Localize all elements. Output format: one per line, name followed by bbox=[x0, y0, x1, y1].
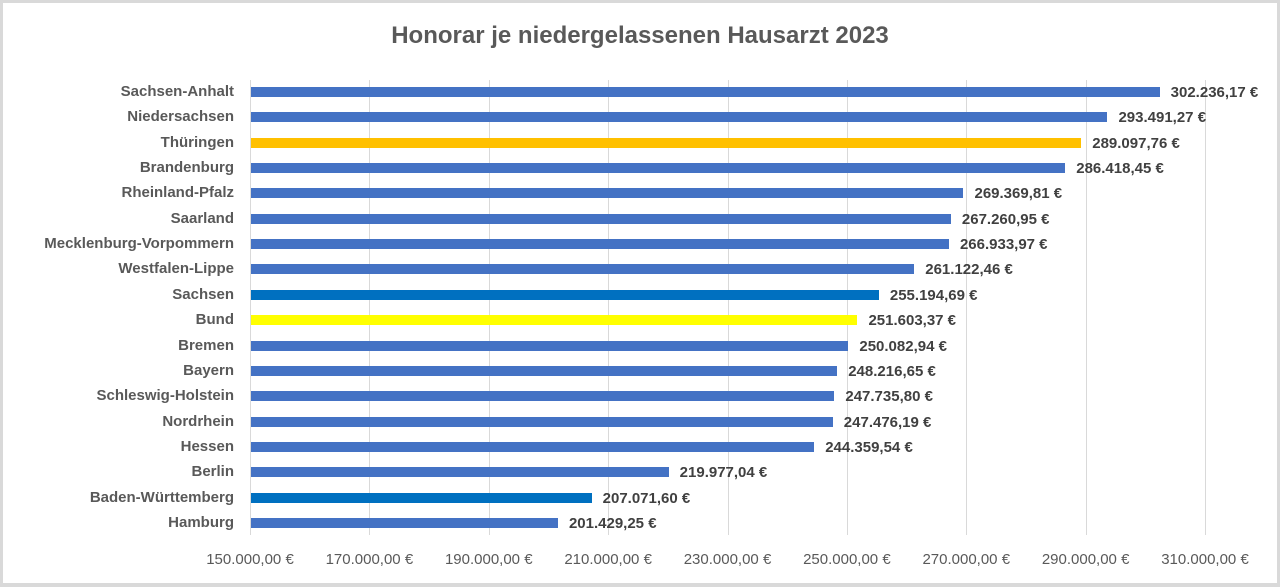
category-label: Saarland bbox=[170, 209, 234, 227]
gridline bbox=[727, 80, 729, 535]
bar bbox=[251, 441, 815, 452]
x-tick-label: 270.000,00 € bbox=[922, 551, 1011, 568]
bar bbox=[251, 239, 949, 250]
bar bbox=[251, 340, 849, 351]
category-label: Sachsen bbox=[172, 285, 234, 303]
x-tick-label: 150.000,00 € bbox=[206, 551, 294, 568]
category-label: Schleswig-Holstein bbox=[96, 387, 234, 405]
gridline bbox=[1085, 80, 1087, 535]
data-label: 250.082,94 € bbox=[859, 337, 947, 355]
gridline bbox=[1205, 80, 1206, 535]
data-label: 269.369,81 € bbox=[974, 185, 1063, 203]
category-label: Niedersachsen bbox=[127, 108, 234, 126]
gridline bbox=[846, 80, 848, 535]
gridline bbox=[488, 80, 490, 535]
data-label: 255.194,69 € bbox=[889, 286, 978, 304]
data-label: 248.216,65 € bbox=[848, 362, 936, 380]
bar bbox=[251, 213, 951, 224]
x-tick-label: 230.000,00 € bbox=[683, 551, 772, 568]
x-tick-label: 170.000,00 € bbox=[325, 551, 414, 568]
data-label: 244.359,54 € bbox=[825, 438, 913, 456]
data-label: 289.097,76 € bbox=[1092, 134, 1180, 152]
category-label: Sachsen-Anhalt bbox=[120, 83, 234, 100]
bar bbox=[251, 137, 1082, 148]
data-label: 286.418,45 € bbox=[1076, 160, 1164, 178]
data-label: 247.476,19 € bbox=[843, 413, 932, 431]
category-label: Hamburg bbox=[168, 513, 234, 531]
category-label: Bund bbox=[195, 311, 234, 329]
category-label: Bayern bbox=[183, 361, 234, 379]
bar bbox=[251, 264, 915, 275]
bar bbox=[251, 289, 879, 300]
category-label: Mecklenburg-Vorpommern bbox=[44, 235, 234, 253]
gridline bbox=[250, 80, 251, 535]
data-label: 266.933,97 € bbox=[959, 236, 1048, 254]
bar bbox=[251, 416, 833, 427]
category-label: Baden-Württemberg bbox=[89, 488, 234, 506]
x-tick-label: 310.000,00 € bbox=[1161, 551, 1249, 568]
category-label: Berlin bbox=[191, 463, 234, 481]
bar bbox=[251, 87, 1160, 97]
category-label: Westfalen-Lippe bbox=[118, 260, 234, 278]
gridline bbox=[966, 80, 968, 535]
bar bbox=[251, 467, 669, 478]
gridline bbox=[608, 80, 610, 535]
category-label: Bremen bbox=[178, 336, 234, 354]
data-label: 247.735,80 € bbox=[845, 388, 933, 406]
gridline bbox=[369, 80, 371, 535]
data-label: 302.236,17 € bbox=[1170, 84, 1259, 101]
category-label: Thüringen bbox=[160, 133, 234, 151]
data-label: 207.071,60 € bbox=[602, 489, 691, 507]
bar bbox=[251, 163, 1066, 174]
category-label: Brandenburg bbox=[139, 159, 234, 177]
chart-title: Honorar je niedergelassenen Hausarzt 202… bbox=[391, 22, 889, 49]
data-label: 201.429,25 € bbox=[568, 514, 657, 532]
category-label: Rheinland-Pfalz bbox=[121, 184, 234, 202]
bar bbox=[251, 188, 964, 199]
bar bbox=[251, 112, 1108, 123]
bar bbox=[251, 315, 858, 326]
bar bbox=[251, 365, 838, 376]
bar bbox=[251, 391, 835, 402]
data-label: 267.260,95 € bbox=[961, 210, 1050, 228]
category-label: Hessen bbox=[180, 437, 234, 455]
x-tick-label: 210.000,00 € bbox=[564, 551, 652, 568]
bar bbox=[251, 492, 592, 503]
bar bbox=[251, 517, 558, 528]
data-label: 251.603,37 € bbox=[868, 312, 957, 330]
data-label: 219.977,04 € bbox=[679, 464, 768, 482]
data-label: 293.491,27 € bbox=[1118, 109, 1207, 127]
x-tick-label: 190.000,00 € bbox=[444, 551, 533, 568]
category-label: Nordrhein bbox=[162, 412, 234, 430]
data-label: 261.122,46 € bbox=[925, 261, 1013, 279]
x-tick-label: 250.000,00 € bbox=[803, 551, 891, 568]
x-tick-label: 290.000,00 € bbox=[1041, 551, 1130, 568]
